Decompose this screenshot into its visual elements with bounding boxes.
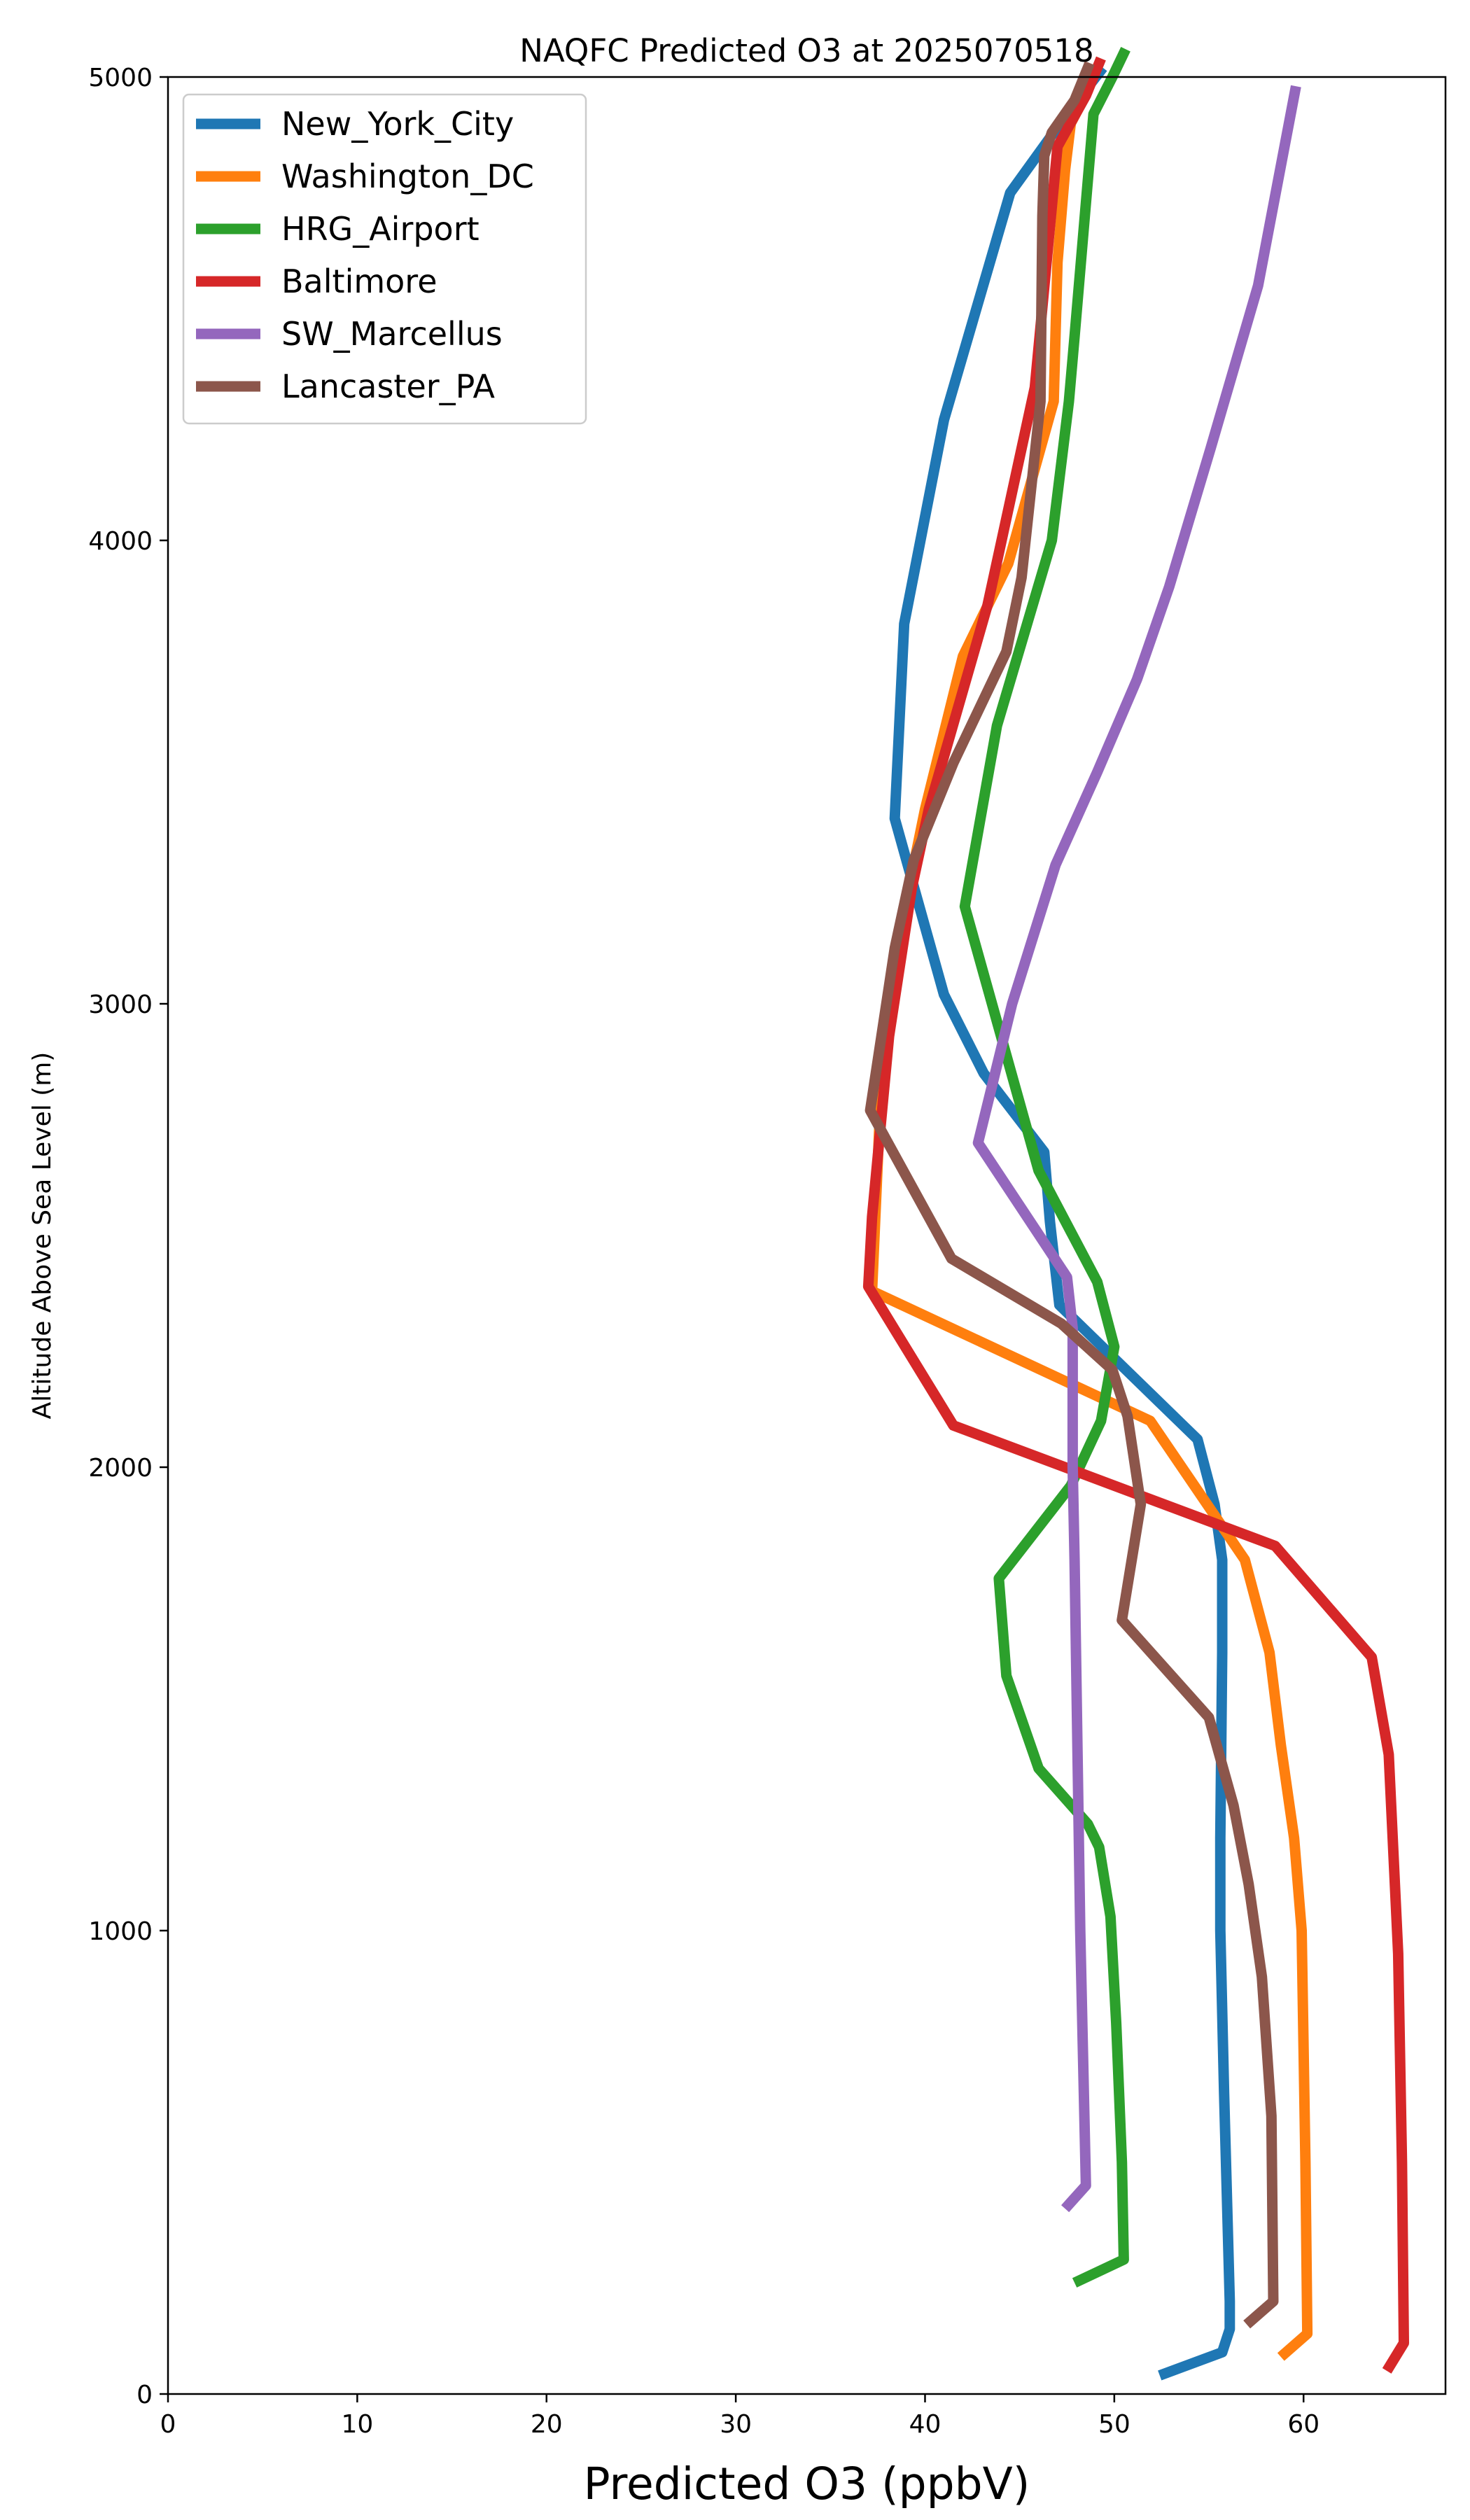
legend: New_York_City Washington_DC HRG_Airport Bal… [182,93,587,425]
series-line-hrg-airport [959,47,1130,2288]
legend-label: HRG_Airport [281,210,479,248]
series-layer [862,47,1409,2381]
series-line-sw-marcellus [972,85,1301,2213]
y-tick-label: 0 [136,2381,153,2409]
y-axis-label: Altitude Above Sea Level (m) [28,1052,57,1420]
x-tick-label: 40 [909,2410,941,2439]
y-tick-label: 3000 [88,990,153,1019]
x-tick-label: 20 [531,2410,563,2439]
x-tick-label: 50 [1098,2410,1130,2439]
y-tick-label: 2000 [88,1454,153,1483]
x-tick-label: 30 [720,2410,752,2439]
x-axis-label: Predicted O3 (ppbV) [584,2458,1030,2510]
y-tick-label: 5000 [88,64,153,92]
legend-box [182,93,587,425]
series-line-lancaster-pa [864,61,1279,2329]
x-tick-label: 10 [341,2410,373,2439]
y-tick-label: 4000 [88,527,153,556]
plot-frame [167,76,1447,2395]
y-axis-ticks: 0 1000 2000 3000 4000 5000 [88,64,168,2409]
y-tick-label: 1000 [88,1917,153,1946]
x-tick-label: 0 [160,2410,176,2439]
legend-label: Washington_DC [281,158,534,195]
legend-label: SW_Marcellus [281,315,503,353]
x-axis-ticks: 0 10 20 30 40 50 60 [160,2394,1320,2439]
x-tick-label: 60 [1287,2410,1320,2439]
chart-title: NAQFC Predicted O3 at 2025070518 [519,32,1093,69]
series-line-new-york-city [889,64,1236,2381]
legend-label: New_York_City [281,105,514,143]
legend-label: Baltimore [281,262,438,300]
legend-label: Lancaster_PA [281,368,495,405]
